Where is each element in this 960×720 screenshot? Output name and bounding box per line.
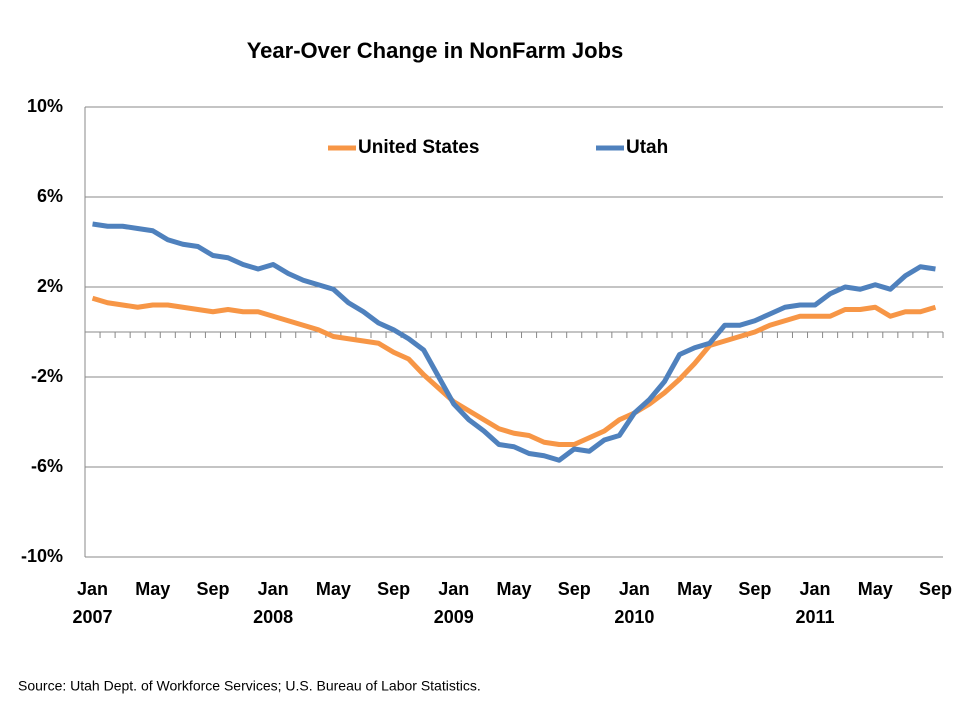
legend-label: United States [358,137,479,158]
x-tick-label: May [858,579,893,599]
x-tick-label: Jan 2010 [614,579,654,627]
y-tick-label: -6% [31,456,63,476]
y-tick-label: -2% [31,366,63,386]
x-tick-label: May [677,579,712,599]
y-tick-label: 6% [37,186,63,206]
y-tick-label: -10% [21,546,63,566]
x-tick-label: Sep [919,579,952,599]
x-tick-label: Sep [558,579,591,599]
x-tick-label: May [316,579,351,599]
source-note: Source: Utah Dept. of Workforce Services… [18,678,481,694]
x-tick-label: Sep [377,579,410,599]
chart-title: Year-Over Change in NonFarm Jobs [247,38,624,63]
x-tick-label: May [135,579,170,599]
y-tick-label: 2% [37,276,63,296]
x-tick-label: Jan 2008 [253,579,293,627]
series-line [92,221,936,463]
y-tick-label: 10% [27,96,63,116]
x-tick-label: Sep [738,579,771,599]
x-tick-label: Jan 2007 [73,579,113,627]
x-tick-label: Jan 2011 [796,579,835,627]
legend-label: Utah [626,137,668,158]
series-line [91,295,937,447]
x-tick-label: Sep [196,579,229,599]
x-tick-label: May [496,579,531,599]
x-tick-label: Jan 2009 [434,579,474,627]
